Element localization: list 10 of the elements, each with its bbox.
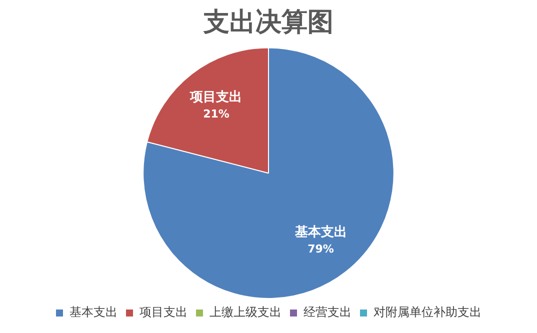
chart-title: 支出决算图 [202, 7, 334, 38]
legend-label: 经营支出 [304, 305, 352, 320]
slice-label: 基本支出 [294, 224, 347, 240]
data-label: 21% [203, 108, 230, 121]
legend-label: 项目支出 [140, 305, 188, 320]
legend-label: 基本支出 [70, 305, 118, 320]
slice-label: 项目支出 [189, 90, 242, 106]
legend-label: 对附属单位补助支出 [374, 305, 482, 320]
data-label: 79% [308, 242, 334, 256]
legend-label: 上缴上级支出 [210, 305, 282, 320]
